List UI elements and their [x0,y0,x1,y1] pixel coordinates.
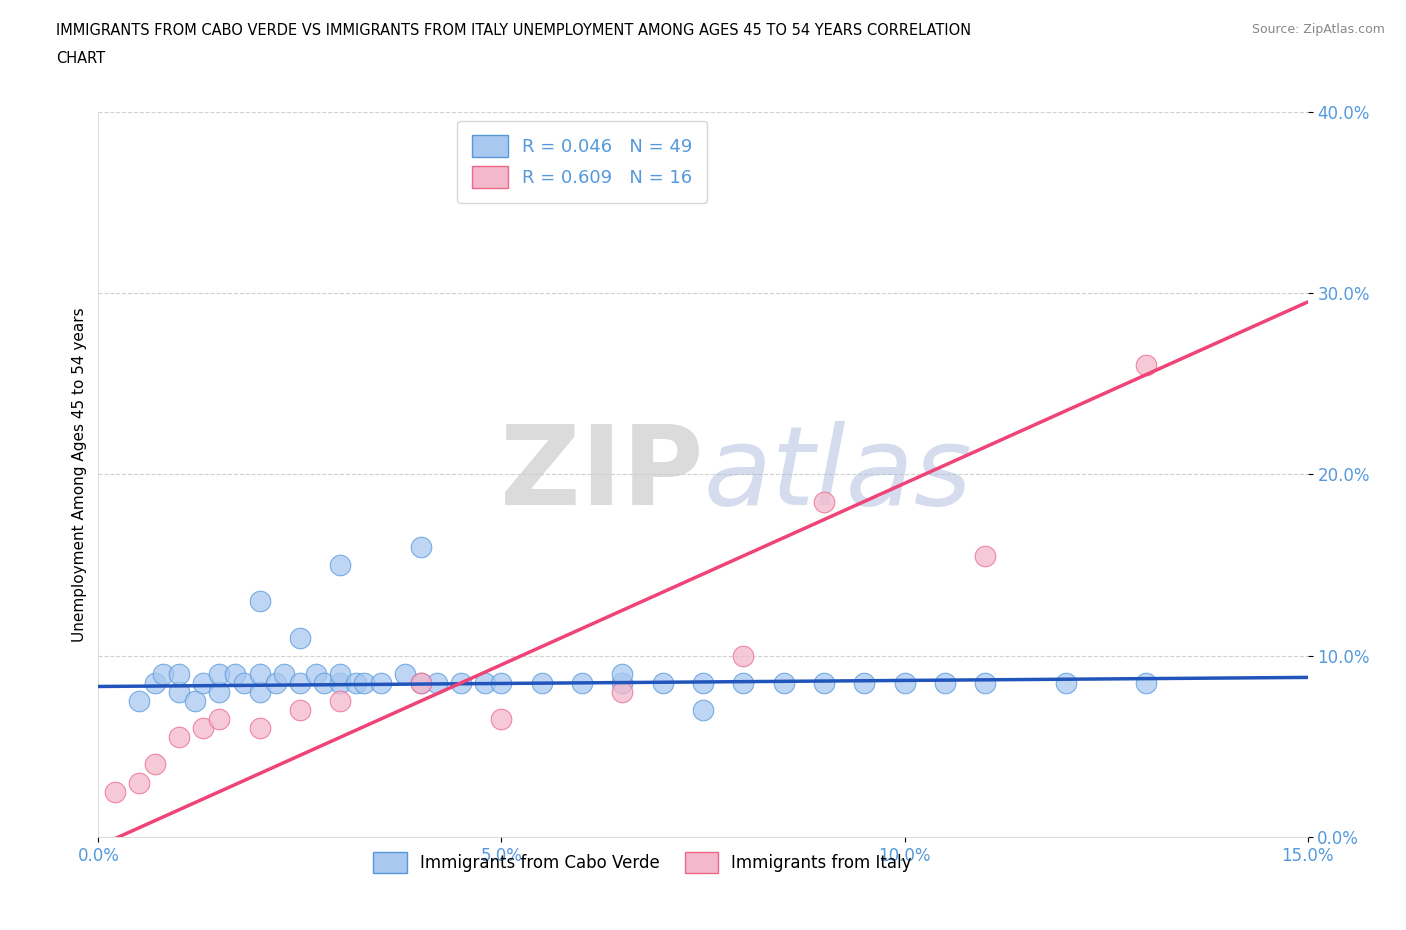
Point [128,776,150,790]
Point [249,594,271,609]
Point [152,667,174,682]
Point [409,675,432,690]
Point [249,684,271,699]
Point [772,675,794,690]
Point [733,648,755,663]
Point [612,684,634,699]
Point [103,784,125,799]
Point [450,675,472,690]
Point [193,721,215,736]
Point [612,675,634,690]
Point [208,667,231,682]
Text: Source: ZipAtlas.com: Source: ZipAtlas.com [1251,23,1385,36]
Text: ZIP: ZIP [499,420,703,528]
Point [1054,675,1077,690]
Point [167,730,190,745]
Point [288,631,311,645]
Point [974,675,997,690]
Point [491,675,513,690]
Text: IMMIGRANTS FROM CABO VERDE VS IMMIGRANTS FROM ITALY UNEMPLOYMENT AMONG AGES 45 T: IMMIGRANTS FROM CABO VERDE VS IMMIGRANTS… [56,23,972,38]
Point [249,721,271,736]
Point [893,675,915,690]
Point [143,675,166,690]
Point [193,675,215,690]
Point [651,675,673,690]
Y-axis label: Unemployment Among Ages 45 to 54 years: Unemployment Among Ages 45 to 54 years [72,307,87,642]
Point [208,684,231,699]
Text: CHART: CHART [56,51,105,66]
Point [474,675,496,690]
Point [1135,675,1157,690]
Point [224,667,246,682]
Point [530,675,553,690]
Point [329,667,352,682]
Point [692,703,714,718]
Point [571,675,593,690]
Point [426,675,449,690]
Point [167,667,190,682]
Point [813,494,835,509]
Point [409,675,432,690]
Point [249,667,271,682]
Point [167,684,190,699]
Point [232,675,254,690]
Point [273,667,295,682]
Point [491,711,513,726]
Point [974,549,997,564]
Point [409,539,432,554]
Point [288,675,311,690]
Point [208,711,231,726]
Point [288,703,311,718]
Point [813,675,835,690]
Point [184,694,207,709]
Point [344,675,367,690]
Point [353,675,375,690]
Point [394,667,416,682]
Point [329,675,352,690]
Point [733,675,755,690]
Legend: Immigrants from Cabo Verde, Immigrants from Italy: Immigrants from Cabo Verde, Immigrants f… [367,845,918,880]
Point [314,675,336,690]
Point [370,675,392,690]
Point [305,667,328,682]
Point [853,675,876,690]
Point [128,694,150,709]
Point [143,757,166,772]
Point [264,675,287,690]
Text: atlas: atlas [703,420,972,528]
Point [329,694,352,709]
Point [934,675,956,690]
Point [329,558,352,573]
Point [692,675,714,690]
Point [1135,358,1157,373]
Point [612,667,634,682]
